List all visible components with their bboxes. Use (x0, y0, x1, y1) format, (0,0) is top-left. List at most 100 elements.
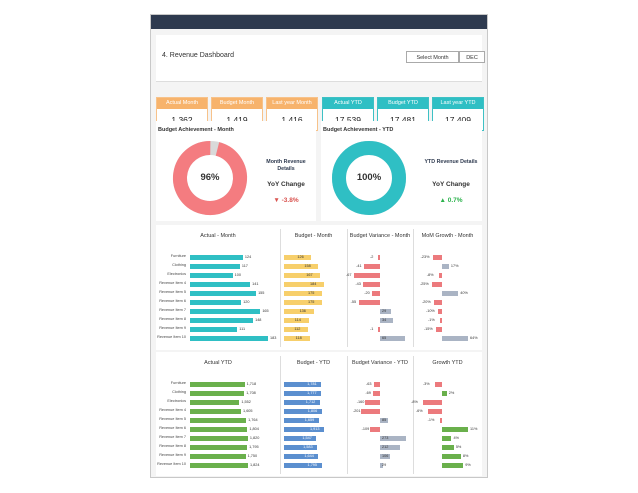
variance-bar (380, 436, 406, 441)
growth-bar (423, 400, 442, 405)
actual-value: 1,824 (250, 462, 260, 467)
row-label: Revenue Item 5 (159, 290, 186, 294)
variance-value: -69 (365, 390, 371, 395)
budget-value: 1,781 (307, 381, 317, 386)
actual-bar (190, 255, 243, 260)
variance-value: -63 (366, 381, 372, 386)
variance-value: -1 (370, 326, 374, 331)
variance-bar (360, 409, 380, 414)
row-label: Revenue Item 4 (159, 281, 186, 285)
column-header: Budget - YTD (296, 360, 331, 366)
month-donut-chart (173, 141, 247, 216)
growth-value: 17% (450, 263, 459, 268)
actual-value: 1,764 (248, 417, 258, 422)
growth-bar (442, 436, 452, 441)
budget-bar (284, 318, 309, 323)
actual-value: 100 (234, 272, 241, 277)
row-label: Revenue Item 8 (159, 444, 186, 448)
growth-value: 2% (448, 390, 455, 395)
growth-bar (437, 309, 442, 314)
growth-bar (442, 427, 468, 432)
variance-bar (380, 309, 392, 314)
month-revenue-details: Month Revenue Details (266, 159, 306, 172)
growth-bar (432, 255, 442, 260)
variance-value: 106 (382, 453, 389, 458)
growth-bar (442, 454, 461, 459)
growth-bar (442, 391, 447, 396)
column-header: Budget - Month (294, 233, 333, 239)
row-label: Revenue Item 9 (159, 453, 186, 457)
row-label: Revenue Item 7 (159, 308, 186, 312)
column-divider (347, 356, 348, 474)
actual-value: 111 (239, 326, 246, 331)
actual-bar (190, 291, 257, 296)
variance-bar (363, 282, 380, 287)
actual-bar (190, 454, 246, 459)
growth-bar (438, 273, 442, 278)
budget-bar (284, 400, 320, 405)
growth-value: -1% (427, 417, 435, 422)
variance-bar (378, 255, 380, 260)
budget-value: 184 (310, 281, 317, 286)
growth-bar (431, 282, 442, 287)
row-label: Revenue Item 6 (159, 299, 186, 303)
column-header: Budget Variance - YTD (351, 360, 409, 366)
actual-bar (190, 382, 245, 387)
variance-value: 29 (382, 462, 387, 467)
budget-achievement-ytd-panel: Budget Achievement - YTD 100% YTD Revenu… (321, 121, 482, 221)
column-header: Growth YTD (432, 360, 463, 366)
column-divider (413, 229, 414, 347)
budget-value: 167 (306, 272, 313, 277)
budget-bar (284, 255, 312, 260)
actual-value: 120 (243, 299, 250, 304)
actual-bar (190, 427, 248, 432)
variance-bar (378, 327, 380, 332)
row-label: Electronics (167, 399, 186, 403)
ytd-table-panel: Actual YTD Budget - YTD Budget Variance - … (156, 352, 482, 476)
kpi-value: 17,481 (390, 115, 416, 125)
budget-value: 126 (297, 254, 304, 259)
month-selector[interactable]: DEC (459, 51, 485, 63)
budget-bar (284, 463, 322, 468)
row-label: Furniture (170, 381, 186, 385)
growth-bar (434, 382, 442, 387)
month-table-panel: Actual - Month Budget - Month Budget Varia… (156, 225, 482, 350)
actual-value: 1,708 (246, 390, 256, 395)
budget-value: 1,795 (307, 462, 318, 467)
row-label: Revenue Item 5 (159, 417, 186, 421)
row-label: Revenue Item 10 (157, 462, 186, 466)
budget-bar (284, 445, 318, 450)
budget-bar (284, 418, 319, 423)
budget-value: 175 (308, 299, 315, 304)
variance-bar (373, 391, 380, 396)
month-achievement-percent: 96% (200, 172, 220, 183)
budget-bar (284, 273, 321, 278)
row-label: Furniture (170, 254, 186, 258)
kpi-label: Budget Month (212, 98, 262, 109)
actual-value: 124 (244, 254, 252, 259)
kpi-value: 1,362 (171, 115, 193, 125)
actual-bar (190, 436, 248, 441)
page-title: 4. Revenue Dashboard (162, 52, 234, 59)
kpi-label: Budget YTD (378, 98, 428, 109)
variance-value: -160 (356, 399, 365, 404)
actual-value: 141 (252, 281, 259, 286)
budget-value: 1,777 (307, 390, 317, 395)
kpi-label: Last year Month (267, 98, 317, 109)
budget-bar (284, 391, 322, 396)
variance-bar (372, 291, 380, 296)
growth-value: -25% (419, 281, 429, 286)
header-panel: 4. Revenue Dashboard Select Month DEC (156, 35, 485, 82)
growth-bar (442, 291, 459, 296)
growth-value: -8% (426, 272, 434, 277)
growth-value: 11% (470, 426, 478, 431)
variance-bar (380, 336, 406, 341)
actual-bar (190, 309, 261, 314)
actual-value: 148 (255, 317, 262, 322)
actual-bar (190, 463, 248, 468)
budget-bar (284, 300, 323, 305)
ytd-yoy-value: ▲ 0.7% (439, 197, 463, 204)
budget-bar (284, 282, 324, 287)
variance-bar (380, 318, 394, 323)
growth-value: 9% (465, 462, 471, 467)
